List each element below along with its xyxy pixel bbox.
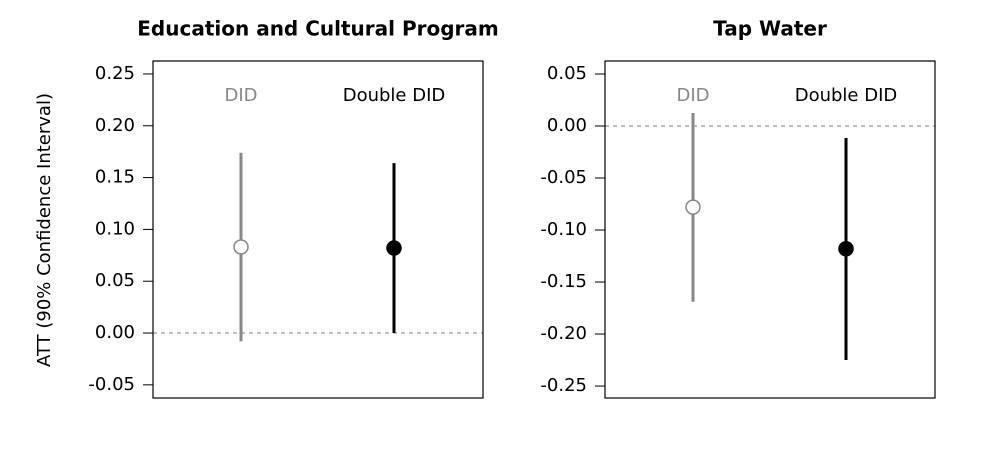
plot-frame	[604, 60, 936, 399]
y-tick-label: 0.00	[95, 322, 135, 343]
chart-title: Education and Cultural Program	[137, 17, 498, 41]
point-estimate	[386, 240, 402, 256]
y-tick-label: -0.05	[88, 374, 135, 395]
y-tick-label: 0.25	[95, 63, 135, 84]
y-tick-label: -0.25	[540, 375, 587, 396]
series-label: Double DID	[795, 85, 898, 106]
plot-frame	[152, 60, 484, 399]
series-label: Double DID	[343, 85, 446, 106]
point-estimate	[685, 199, 701, 215]
y-tick-label: -0.05	[540, 167, 587, 188]
y-tick-label: -0.20	[540, 323, 587, 344]
y-tick-label: 0.20	[95, 115, 135, 136]
y-tick-label: -0.10	[540, 219, 587, 240]
y-tick-label: 0.15	[95, 167, 135, 188]
y-tick-label: 0.05	[95, 270, 135, 291]
series-label: DID	[676, 85, 709, 106]
y-tick-label: 0.05	[547, 63, 587, 84]
y-axis-label: ATT (90% Confidence Interval)	[34, 93, 55, 367]
y-tick-label: 0.10	[95, 218, 135, 239]
y-tick-label: -0.15	[540, 271, 587, 292]
point-estimate	[233, 239, 249, 255]
point-estimate	[838, 240, 854, 257]
y-tick-label: 0.00	[547, 115, 587, 136]
series-label: DID	[224, 85, 257, 106]
chart-title: Tap Water	[713, 17, 827, 41]
